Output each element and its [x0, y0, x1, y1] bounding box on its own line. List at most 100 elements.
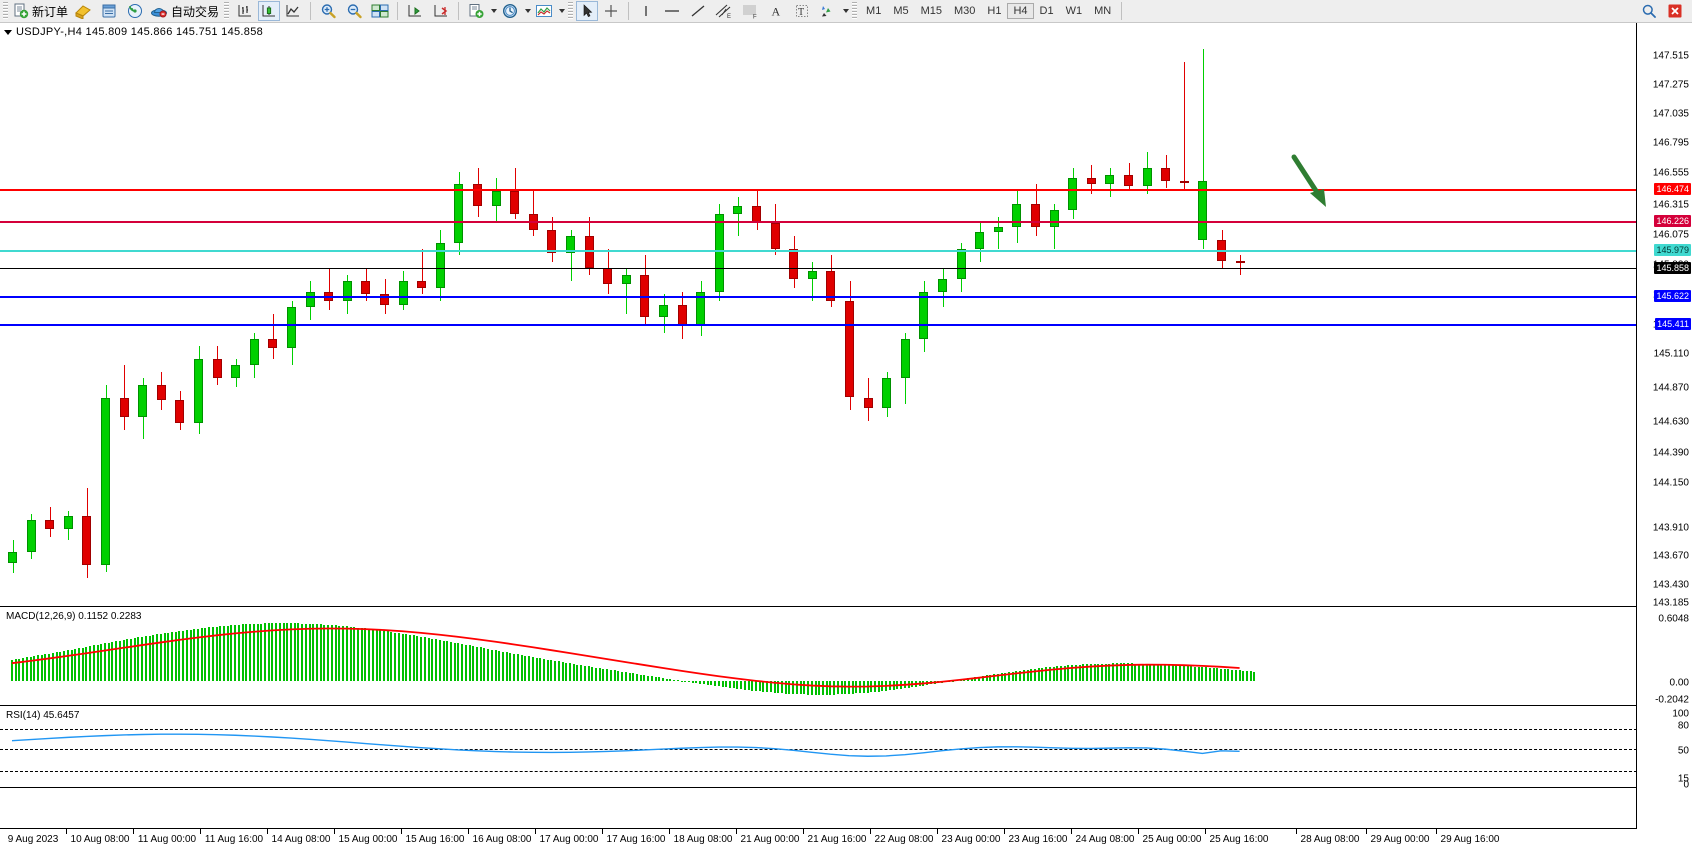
price-level-support-1[interactable]: [0, 296, 1637, 298]
chart-window[interactable]: USDJPY-,H4 145.809 145.866 145.751 145.8…: [0, 23, 1692, 853]
text-button[interactable]: A: [763, 1, 789, 21]
macd-histogram-bar: [219, 626, 222, 681]
price-level-resistance-1[interactable]: [0, 189, 1637, 191]
signals-button[interactable]: [122, 1, 148, 21]
timeframe-m5[interactable]: M5: [893, 5, 909, 17]
macd-histogram-bar: [278, 623, 281, 681]
search-button[interactable]: [1636, 1, 1662, 21]
macd-histogram-bar: [237, 624, 240, 681]
rsi-scale-tick: 0: [1683, 779, 1689, 791]
macd-histogram-bar: [1212, 668, 1215, 681]
timeframe-m1[interactable]: M1: [866, 5, 882, 17]
macd-histogram-bar: [613, 670, 616, 681]
price-level-resistance-2[interactable]: [0, 221, 1637, 223]
timeframe-w1[interactable]: W1: [1065, 5, 1083, 17]
objects-dropdown-caret[interactable]: [843, 9, 850, 13]
macd-histogram-bar: [453, 642, 456, 681]
macd-histogram-bar: [602, 668, 605, 681]
macd-histogram-bar: [955, 680, 958, 682]
timeframe-d1[interactable]: D1: [1039, 5, 1054, 17]
timeframe-h4[interactable]: H4: [1007, 3, 1034, 19]
time-tick: 24 Aug 08:00: [1075, 834, 1135, 845]
vertical-line-button[interactable]: [633, 1, 659, 21]
macd-histogram-bar: [476, 646, 478, 681]
macd-histogram-bar: [1190, 666, 1193, 681]
new-order-button[interactable]: 新订单: [11, 1, 70, 21]
price-label-support-2[interactable]: 145.411: [1655, 318, 1691, 330]
price-label-resistance-2[interactable]: 146.226: [1654, 215, 1691, 227]
chart-collapse-caret[interactable]: [4, 29, 12, 35]
macd-histogram-bar: [74, 648, 77, 681]
macd-histogram-bar: [435, 639, 438, 681]
cursor-button[interactable]: [576, 1, 599, 21]
toolbar-grip-4[interactable]: [852, 2, 858, 20]
price-tick: 146.555: [1652, 167, 1689, 179]
macd-histogram-bar: [446, 641, 449, 681]
macd-histogram-bar: [156, 634, 159, 681]
macd-histogram-bar: [665, 678, 668, 681]
macd-histogram-bar: [1246, 670, 1249, 681]
timeframe-m15[interactable]: M15: [920, 5, 942, 17]
templates-dropdown-caret[interactable]: [491, 9, 498, 13]
macd-histogram-bar: [632, 673, 635, 681]
auto-trading-button[interactable]: 自动交易: [148, 1, 221, 21]
macd-histogram-bar: [316, 624, 319, 681]
bar-chart-button[interactable]: [232, 1, 258, 21]
price-level-support-2[interactable]: [0, 324, 1637, 326]
toolbar-grip[interactable]: [3, 2, 8, 20]
price-label-support-1[interactable]: 145.622: [1654, 290, 1691, 302]
macd-histogram-bar: [1056, 666, 1059, 681]
price-level-pivot[interactable]: [0, 250, 1637, 252]
price-label-resistance-1[interactable]: 146.474: [1654, 183, 1691, 195]
price-label-pivot[interactable]: 145.979: [1654, 244, 1691, 256]
macd-histogram-bar: [130, 638, 133, 681]
objects-button[interactable]: [815, 1, 841, 21]
time-axis[interactable]: 9 Aug 2023 10 Aug 08:00 11 Aug 00:00 11 Aug…: [0, 828, 1637, 854]
zoom-in-button[interactable]: [315, 1, 341, 21]
macd-histogram-bar: [1037, 668, 1040, 681]
expert-advisor-button[interactable]: [70, 1, 96, 21]
price-scale[interactable]: 147.515 147.275 147.035 146.795 146.555 146.3…: [1636, 23, 1692, 828]
chart-shift-button[interactable]: [402, 1, 428, 21]
toolbar-grip-3[interactable]: [568, 2, 574, 20]
templates-button[interactable]: [463, 1, 489, 21]
timeframe-m30[interactable]: M30: [954, 5, 976, 17]
line-chart-button[interactable]: [280, 1, 306, 21]
macd-histogram-bar: [63, 650, 66, 681]
equidistant-channel-button[interactable]: E: [711, 1, 737, 21]
time-tick: 28 Aug 08:00: [1300, 834, 1360, 845]
timeframe-mn[interactable]: MN: [1094, 5, 1112, 17]
macd-histogram-bar: [795, 681, 798, 695]
period-button[interactable]: [497, 1, 523, 21]
macd-histogram-bar: [100, 644, 103, 681]
text-label-button[interactable]: T: [789, 1, 815, 21]
pane-separator-2: [0, 787, 1637, 788]
candlestick-chart-button[interactable]: [258, 1, 281, 21]
macd-histogram-bar: [1063, 665, 1066, 681]
tile-windows-button[interactable]: [367, 1, 393, 21]
period-dropdown-caret[interactable]: [525, 9, 532, 13]
macd-histogram-bar: [877, 681, 880, 692]
toolbar-grip-2[interactable]: [224, 2, 230, 20]
fibonacci-button[interactable]: F: [737, 1, 763, 21]
price-plot-area[interactable]: MACD(12,26,9) 0.1152 0.2283 RSI(14) 45.64…: [0, 23, 1637, 828]
macd-histogram-bar: [647, 675, 650, 681]
new-order-label: 新订单: [32, 4, 69, 19]
zoom-out-button[interactable]: [341, 1, 367, 21]
macd-histogram-bar: [710, 681, 713, 686]
price-label-current-price[interactable]: 145.858: [1654, 262, 1691, 274]
macd-histogram-bar: [85, 646, 88, 681]
data-window-button[interactable]: [96, 1, 122, 21]
horizontal-line-button[interactable]: [659, 1, 685, 21]
indicators-dropdown-caret[interactable]: [559, 9, 566, 13]
macd-histogram-bar: [978, 676, 981, 681]
timeframe-h1[interactable]: H1: [987, 5, 1002, 17]
close-button[interactable]: [1662, 1, 1688, 21]
crosshair-button[interactable]: [598, 1, 624, 21]
indicators-button[interactable]: [531, 1, 557, 21]
macd-histogram-bar: [438, 639, 441, 681]
trendline-button[interactable]: [685, 1, 711, 21]
down-arrow-annotation[interactable]: [1290, 153, 1336, 215]
auto-scroll-button[interactable]: [428, 1, 454, 21]
price-tick: 147.275: [1652, 79, 1689, 91]
